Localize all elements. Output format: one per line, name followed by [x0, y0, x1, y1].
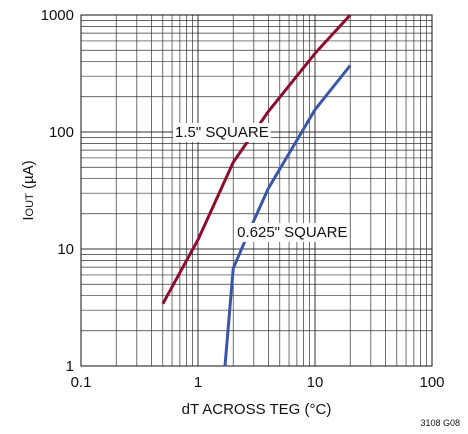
series-label-text: 0.625" SQUARE: [237, 224, 347, 241]
series-label-background: [173, 123, 271, 142]
series-label-2: 0.625" SQUARE: [235, 222, 350, 242]
y-tick-label: 1000: [41, 7, 74, 24]
y-axis-label-unit: (µA): [20, 160, 37, 193]
y-axis-label-sub: OUT: [24, 193, 36, 217]
series-labels: 1.5" SQUARE 0.625" SQUARE: [173, 123, 350, 242]
y-tick-label: 100: [49, 124, 74, 141]
figure-id: 3108 G08: [420, 418, 460, 428]
x-tick-label: 100: [419, 374, 444, 391]
x-tick-label: 0.1: [71, 374, 92, 391]
y-axis-label: IOUT (µA): [20, 160, 37, 220]
series-label-text: 1.5" SQUARE: [175, 124, 269, 141]
plot-frame: [80, 14, 433, 367]
x-tick-label: 10: [307, 374, 324, 391]
series-label-background: [235, 222, 350, 242]
grid: [81, 15, 432, 366]
series-line-2: [223, 64, 352, 367]
series-label-1: 1.5" SQUARE: [173, 123, 271, 142]
y-tick-label: 10: [57, 241, 74, 258]
y-tick-label: 1: [66, 358, 74, 375]
y-axis-label-main: I: [20, 216, 37, 220]
x-axis-label: dT ACROSS TEG (°C): [182, 401, 332, 418]
series-lines: [161, 13, 352, 367]
x-tick-label: 1: [194, 374, 202, 391]
